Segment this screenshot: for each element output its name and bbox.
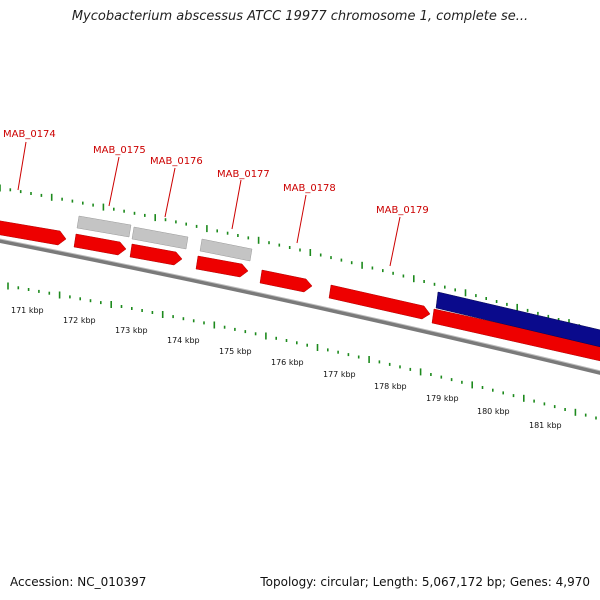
leader-mab-0177 <box>231 179 242 230</box>
topology-info: Topology: circular; Length: 5,067,172 bp… <box>260 575 590 589</box>
gene-label-mab-0176[interactable]: MAB_0176 <box>150 156 203 167</box>
accession-label: Accession: NC_010397 <box>10 575 147 589</box>
outer-tick-ruler <box>0 184 600 334</box>
kbp-label: 173 kbp <box>115 326 148 335</box>
kbp-label: 176 kbp <box>271 358 304 367</box>
gene-label-mab-0179[interactable]: MAB_0179 <box>376 205 429 216</box>
gene-arrow-mab-0179[interactable] <box>328 284 431 320</box>
gene-arrow-3[interactable] <box>195 255 249 278</box>
kbp-label: 178 kbp <box>374 382 407 391</box>
leader-mab-0175 <box>108 156 120 207</box>
leader-mab-0174 <box>17 141 27 191</box>
kbp-label: 172 kbp <box>63 316 96 325</box>
gene-arrow-2[interactable] <box>129 243 183 266</box>
kbp-label: 171 kbp <box>11 306 44 315</box>
gene-feature-mab-0176[interactable] <box>131 226 189 250</box>
kbp-label: 175 kbp <box>219 347 252 356</box>
kbp-label: 177 kbp <box>323 370 356 379</box>
gene-label-mab-0174[interactable]: MAB_0174 <box>3 129 56 140</box>
kbp-label: 179 kbp <box>426 394 459 403</box>
chromosome-backbone <box>0 238 600 375</box>
gene-label-mab-0175[interactable]: MAB_0175 <box>93 145 146 156</box>
inner-tick-ruler <box>7 282 597 420</box>
gene-label-mab-0177[interactable]: MAB_0177 <box>217 169 270 180</box>
chromosome-backbone-highlight <box>0 238 600 372</box>
kbp-label: 181 kbp <box>529 421 562 430</box>
leader-mab-0176 <box>164 167 176 218</box>
kbp-label: 174 kbp <box>167 336 200 345</box>
gene-label-mab-0178[interactable]: MAB_0178 <box>283 183 336 194</box>
gene-feature-mab-0175[interactable] <box>76 215 132 238</box>
gene-arrow-mab-0174[interactable] <box>0 220 67 246</box>
gene-arrow-1[interactable] <box>73 233 127 256</box>
kbp-label: 180 kbp <box>477 407 510 416</box>
map-title: Mycobacterium abscessus ATCC 19977 chrom… <box>71 9 529 24</box>
leader-mab-0178 <box>296 194 307 244</box>
gene-feature-reverse[interactable] <box>435 291 600 348</box>
gene-arrow-4[interactable] <box>259 269 313 293</box>
leader-mab-0179 <box>389 216 401 267</box>
gene-feature-mab-0177[interactable] <box>199 238 253 262</box>
